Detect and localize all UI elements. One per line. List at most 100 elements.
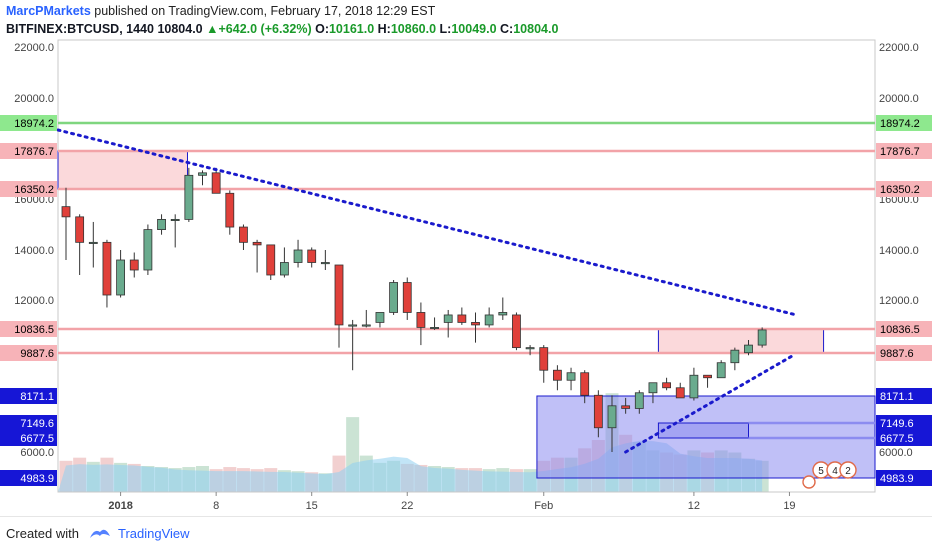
candle-body[interactable] <box>457 314 467 323</box>
price-tag-bg <box>876 115 932 131</box>
price-tag-label: 8171.1 <box>880 391 914 403</box>
published-text: published on TradingView.com, February 1… <box>94 4 436 18</box>
price-tag-label: 8171.1 <box>20 391 54 403</box>
price-tag-label: 6677.5 <box>880 433 914 445</box>
candle-body[interactable] <box>293 249 303 263</box>
candle-body[interactable] <box>430 327 439 330</box>
candle-body[interactable] <box>211 172 221 194</box>
created-with-label: Created with <box>6 526 79 541</box>
price-tag-bg <box>0 115 57 131</box>
candle-body[interactable] <box>716 362 726 379</box>
candle-body[interactable] <box>198 172 207 176</box>
price-tag-label: 7149.6 <box>880 418 914 430</box>
price-tag-label: 18974.2 <box>880 118 920 130</box>
zone-blue-small[interactable] <box>657 422 749 439</box>
candle-body[interactable] <box>580 372 590 396</box>
price-tag-bg <box>876 143 932 159</box>
candle-body[interactable] <box>675 387 685 399</box>
candle-body[interactable] <box>184 174 194 220</box>
y-tick-label: 12000.0 <box>14 295 54 307</box>
candle-body[interactable] <box>116 259 125 296</box>
candle-body[interactable] <box>157 218 166 230</box>
candle-body[interactable] <box>621 405 631 409</box>
tradingview-logo-icon[interactable] <box>88 526 112 540</box>
candle-body[interactable] <box>320 262 330 265</box>
price-tag-label: 6677.5 <box>20 433 54 445</box>
candle-body[interactable] <box>170 218 180 221</box>
candle-body[interactable] <box>375 312 385 323</box>
candle-body[interactable] <box>334 264 344 326</box>
candle-body[interactable] <box>252 241 262 246</box>
price-tag-label: 10836.5 <box>880 324 920 336</box>
event-flag-icon[interactable] <box>802 475 816 489</box>
event-badge-label: 5 <box>818 466 824 477</box>
candle-body[interactable] <box>361 324 371 327</box>
candle-body[interactable] <box>307 249 317 263</box>
candle-body[interactable] <box>498 312 508 316</box>
up-triangle-icon: ▲ <box>206 22 219 36</box>
candle-body[interactable] <box>566 372 576 381</box>
price-tag-bg <box>876 415 932 431</box>
candle-body[interactable] <box>703 374 712 379</box>
candle-body[interactable] <box>662 382 671 389</box>
candle-body[interactable] <box>634 392 644 409</box>
candle-body[interactable] <box>348 324 358 327</box>
candle-body[interactable] <box>102 241 112 296</box>
change-value: +642.0 (+6.32%) <box>218 22 312 36</box>
y-tick-label: 22000.0 <box>879 42 919 54</box>
x-tick-label: 12 <box>688 500 700 512</box>
y-tick-label: 14000.0 <box>879 245 919 257</box>
high-label: H: <box>377 22 391 36</box>
candle-body[interactable] <box>75 216 85 243</box>
trendline-down-trend[interactable] <box>56 128 798 317</box>
candle-body[interactable] <box>648 382 658 394</box>
candle-body[interactable] <box>88 241 98 244</box>
candle-body[interactable] <box>443 314 453 323</box>
candle-body[interactable] <box>757 329 767 346</box>
trendline-up-trend[interactable] <box>624 353 796 454</box>
candle-body[interactable] <box>689 374 699 399</box>
candle-body[interactable] <box>525 347 535 350</box>
candle-body[interactable] <box>225 192 235 228</box>
tradingview-link[interactable]: TradingView <box>118 526 190 541</box>
zone-pink-right[interactable] <box>657 328 825 354</box>
candle-body[interactable] <box>279 262 289 276</box>
candle-body[interactable] <box>484 314 494 326</box>
price-tag-bg <box>876 430 932 446</box>
candle-body[interactable] <box>389 282 399 313</box>
price-tag-bg <box>876 470 932 486</box>
candle-body[interactable] <box>129 259 139 271</box>
publish-line: MarcPMarkets published on TradingView.co… <box>6 4 435 18</box>
price-tag-bg <box>876 345 932 361</box>
candle-body[interactable] <box>61 206 71 218</box>
y-tick-label: 6000.0 <box>20 447 54 459</box>
x-tick-label: 15 <box>306 500 318 512</box>
candle-body[interactable] <box>744 344 753 354</box>
candles[interactable] <box>61 167 767 452</box>
trend-lines[interactable] <box>56 128 798 454</box>
candle-body[interactable] <box>471 322 480 326</box>
candle-body[interactable] <box>730 349 740 364</box>
candle-body[interactable] <box>266 244 276 276</box>
price-tag-bg <box>0 181 57 197</box>
candle-body[interactable] <box>512 314 521 349</box>
close-value: 10804.0 <box>513 22 559 36</box>
candle-body[interactable] <box>416 312 426 328</box>
candle-body[interactable] <box>553 369 562 381</box>
price-tag-label: 9887.6 <box>880 348 914 360</box>
price-tag-label: 7149.6 <box>20 418 54 430</box>
event-badge-label: 4 <box>832 466 838 477</box>
event-badge[interactable] <box>839 461 857 479</box>
close-label: C: <box>500 22 514 36</box>
candle-body[interactable] <box>539 347 549 371</box>
price-tag-label: 16350.2 <box>880 184 920 196</box>
candle-body[interactable] <box>593 394 603 429</box>
candle-body[interactable] <box>607 405 617 429</box>
candle-body[interactable] <box>402 282 412 313</box>
author-link[interactable]: MarcPMarkets <box>6 4 91 18</box>
candle-body[interactable] <box>143 229 153 271</box>
candle-body[interactable] <box>239 226 248 243</box>
